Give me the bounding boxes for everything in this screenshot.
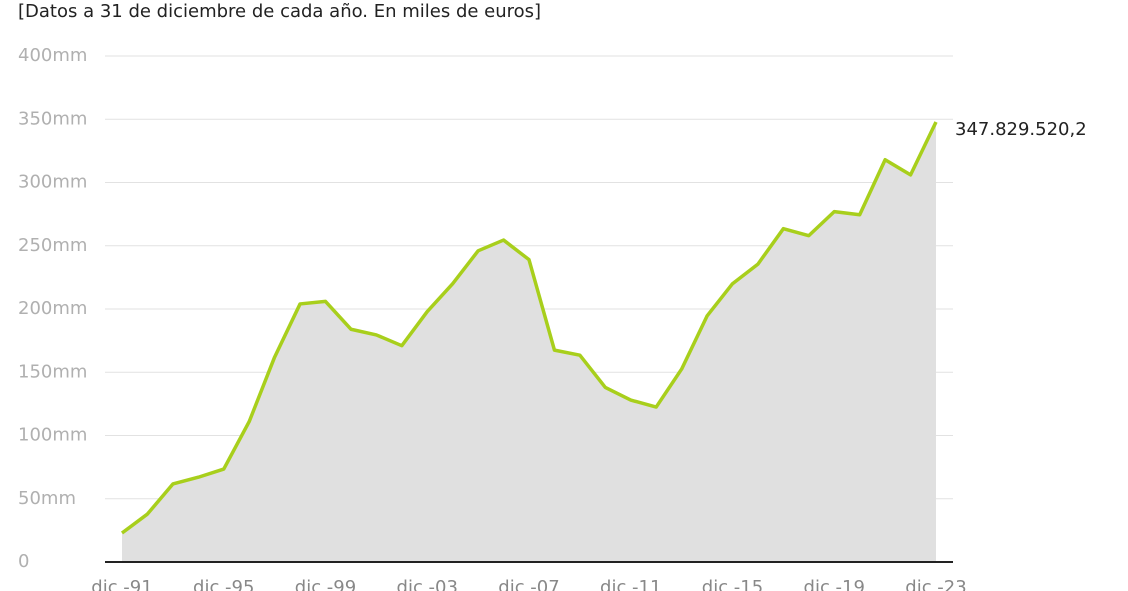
x-tick-label: dic -15	[702, 577, 763, 591]
x-tick-label: dic -99	[295, 577, 356, 591]
chart-title: [Datos a 31 de diciembre de cada año. En…	[18, 1, 541, 22]
y-tick-label: 50mm	[18, 488, 76, 509]
x-tick-label: dic -91	[91, 577, 152, 591]
area-fill	[122, 121, 936, 562]
y-tick-label: 200mm	[18, 298, 87, 319]
y-tick-label: 300mm	[18, 172, 87, 193]
x-tick-label: dic -23	[905, 577, 966, 591]
x-tick-label: dic -19	[804, 577, 865, 591]
y-tick-label: 0	[18, 551, 29, 572]
x-tick-label: dic -07	[498, 577, 559, 591]
y-tick-label: 100mm	[18, 425, 87, 446]
value-label: 347.829.520,2	[955, 119, 1087, 140]
line	[120, 121, 938, 535]
y-tick-label: 150mm	[18, 361, 87, 382]
y-tick-label: 350mm	[18, 108, 87, 129]
x-tick-label: dic -11	[600, 577, 661, 591]
x-tick-label: dic -03	[397, 577, 458, 591]
y-tick-label: 400mm	[18, 45, 87, 66]
x-tick-label: dic -95	[193, 577, 254, 591]
y-tick-label: 250mm	[18, 235, 87, 256]
